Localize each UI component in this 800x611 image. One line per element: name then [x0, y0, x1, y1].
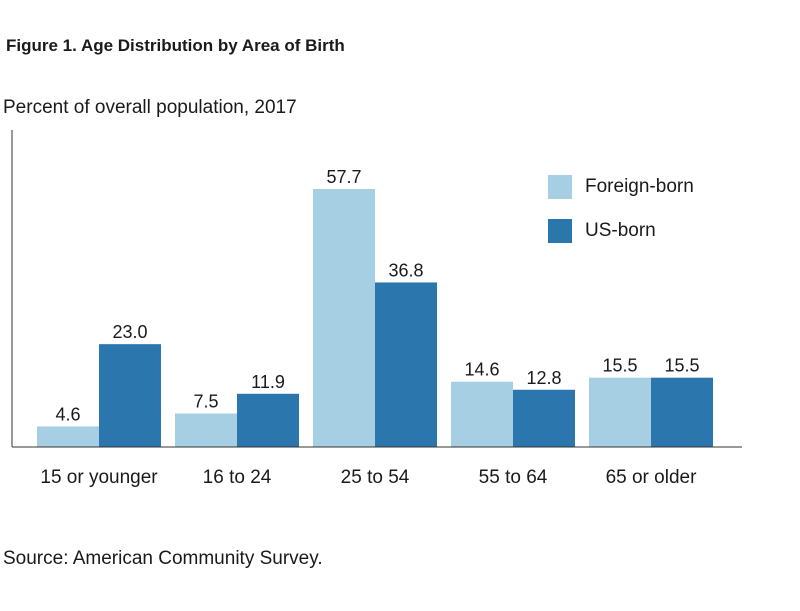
legend-item-us-born: US-born: [548, 219, 694, 243]
legend-swatch-us-born: [548, 219, 572, 243]
value-label-foreign-born-15-or-younger: 4.6: [55, 404, 80, 424]
value-label-us-born-55-to-64: 12.8: [526, 368, 561, 388]
source-note: Source: American Community Survey.: [3, 548, 323, 569]
bar-foreign-born-15-or-younger: [37, 426, 99, 447]
bar-foreign-born-65-or-older: [589, 377, 651, 447]
bars-group: [37, 189, 713, 447]
category-label-65-or-older: 65 or older: [606, 467, 698, 488]
bar-us-born-15-or-younger: [99, 344, 161, 447]
bar-us-born-16-to-24: [237, 393, 299, 447]
chart-subtitle: Percent of overall population, 2017: [3, 97, 297, 118]
value-label-foreign-born-16-to-24: 7.5: [193, 391, 218, 411]
category-label-55-to-64: 55 to 64: [479, 467, 548, 488]
bar-us-born-55-to-64: [513, 389, 575, 447]
bar-us-born-25-to-54: [375, 282, 437, 447]
bar-foreign-born-55-to-64: [451, 381, 513, 447]
value-label-us-born-16-to-24: 11.9: [251, 372, 285, 392]
value-label-us-born-65-or-older: 15.5: [664, 356, 699, 376]
value-label-foreign-born-65-or-older: 15.5: [602, 356, 637, 376]
legend-swatch-foreign-born: [548, 175, 572, 199]
category-label-25-to-54: 25 to 54: [341, 467, 410, 488]
bar-us-born-65-or-older: [651, 377, 713, 447]
axes-group: [11, 130, 742, 448]
category-label-16-to-24: 16 to 24: [203, 467, 272, 488]
value-label-foreign-born-25-to-54: 57.7: [326, 167, 361, 187]
bar-foreign-born-16-to-24: [175, 413, 237, 447]
legend-item-foreign-born: Foreign-born: [548, 175, 694, 199]
value-label-foreign-born-55-to-64: 14.6: [464, 360, 499, 380]
value-label-us-born-25-to-54: 36.8: [388, 260, 423, 280]
legend-label-us-born: US-born: [585, 220, 656, 241]
legend-label-foreign-born: Foreign-born: [585, 176, 694, 197]
category-label-15-or-younger: 15 or younger: [40, 467, 158, 488]
value-labels-group: 4.6 23.0 7.5 11.9 57.7 36.8 14.6 12.8 15.5 15.5: [55, 167, 699, 424]
legend: Foreign-born US-born: [548, 175, 694, 263]
chart-title: Figure 1. Age Distribution by Area of Bi…: [6, 36, 345, 55]
category-labels-group: 15 or younger 16 to 24 25 to 54 55 to 64 65 …: [40, 467, 697, 488]
bar-foreign-born-25-to-54: [313, 189, 375, 447]
value-label-us-born-15-or-younger: 23.0: [112, 322, 147, 342]
